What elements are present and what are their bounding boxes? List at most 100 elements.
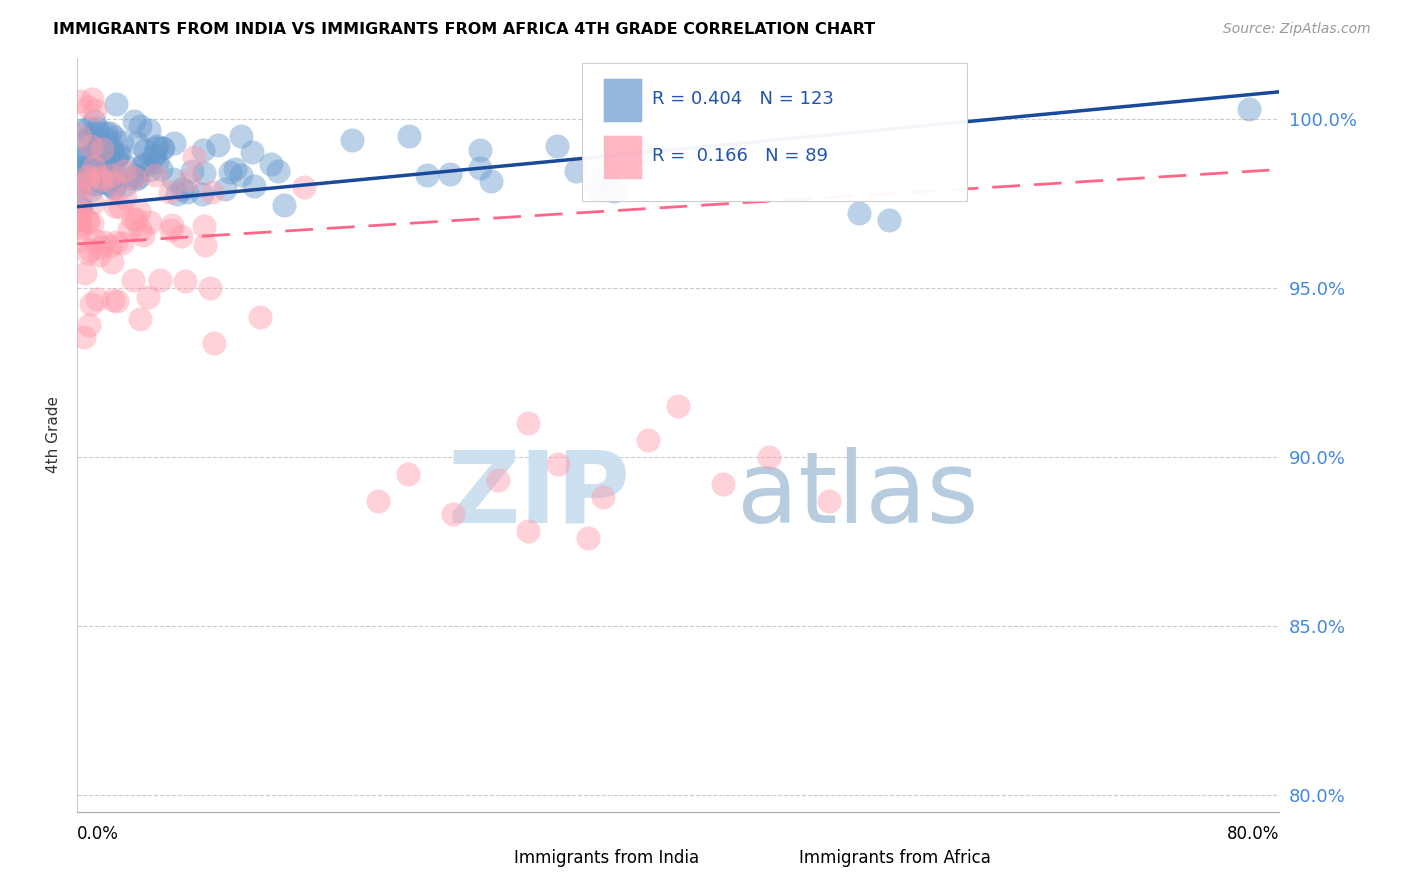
Point [468, 161, 491, 175]
Point [87, 132, 110, 146]
Point [103, 180, 125, 194]
Point [101, 168, 124, 182]
Point [83, 165, 105, 179]
Point [105, 150, 128, 164]
Point [517, 416, 540, 430]
Point [97, 154, 120, 169]
Point [90, 173, 112, 187]
Point [84, 177, 107, 191]
Point [91, 142, 114, 156]
Point [219, 165, 242, 179]
Point [150, 162, 173, 177]
Point [114, 191, 136, 205]
Point [817, 493, 839, 508]
Point [267, 163, 290, 178]
Point [80, 177, 103, 191]
Point [207, 138, 229, 153]
Point [105, 171, 128, 186]
Point [259, 157, 281, 171]
Point [159, 185, 181, 199]
Point [668, 399, 690, 413]
Point [75, 266, 97, 280]
Point [108, 201, 131, 215]
Point [96, 146, 118, 161]
Point [122, 171, 145, 186]
Point [67, 176, 90, 190]
Point [129, 223, 152, 237]
Point [142, 148, 165, 162]
Point [118, 222, 141, 236]
Point [73, 153, 96, 167]
Point [152, 141, 174, 155]
Point [89, 170, 111, 185]
Point [143, 148, 166, 162]
Point [100, 163, 122, 178]
Point [193, 143, 215, 157]
Text: 80.0%: 80.0% [1227, 825, 1279, 843]
Point [69, 161, 91, 175]
Point [138, 157, 160, 171]
Point [89, 156, 111, 170]
Point [79, 158, 101, 172]
Point [143, 168, 166, 182]
Text: Source: ZipAtlas.com: Source: ZipAtlas.com [1223, 22, 1371, 37]
Point [86, 121, 108, 136]
Point [67, 208, 90, 222]
Point [131, 227, 153, 242]
Point [94, 126, 117, 140]
Point [84, 233, 107, 247]
Point [637, 433, 659, 447]
Point [138, 290, 160, 304]
Point [134, 157, 156, 171]
Point [163, 136, 186, 150]
Point [101, 176, 124, 190]
Point [170, 228, 193, 243]
Point [80, 183, 103, 197]
Point [546, 138, 568, 153]
Point [108, 146, 131, 161]
Point [111, 135, 134, 149]
Text: 0.0%: 0.0% [77, 825, 120, 843]
Point [82, 196, 104, 211]
Point [69, 220, 91, 235]
Point [596, 173, 619, 187]
Point [101, 141, 124, 155]
Point [80, 297, 103, 311]
Point [101, 180, 124, 194]
Text: IMMIGRANTS FROM INDIA VS IMMIGRANTS FROM AFRICA 4TH GRADE CORRELATION CHART: IMMIGRANTS FROM INDIA VS IMMIGRANTS FROM… [53, 22, 876, 37]
Point [138, 122, 160, 136]
Text: R =  0.166   N = 89: R = 0.166 N = 89 [652, 147, 828, 165]
Point [486, 474, 509, 488]
Point [72, 178, 94, 192]
Point [603, 184, 626, 198]
Point [100, 160, 122, 174]
Point [69, 200, 91, 214]
Point [129, 120, 152, 134]
Text: R = 0.404   N = 123: R = 0.404 N = 123 [652, 90, 834, 109]
Point [122, 113, 145, 128]
Point [146, 154, 169, 169]
Point [292, 180, 315, 194]
Point [112, 164, 135, 178]
Point [229, 129, 252, 144]
Point [592, 491, 614, 505]
Point [181, 164, 204, 178]
Point [73, 145, 96, 159]
Point [83, 113, 105, 128]
Point [194, 238, 217, 252]
Point [111, 235, 134, 250]
Point [98, 145, 121, 159]
Point [162, 172, 184, 186]
Point [105, 152, 128, 166]
Point [80, 216, 103, 230]
Point [101, 293, 124, 307]
Bar [603, 78, 643, 122]
Point [98, 177, 121, 191]
Point [439, 168, 461, 182]
Point [86, 292, 108, 306]
Point [198, 281, 221, 295]
Point [67, 207, 90, 221]
Point [67, 178, 90, 193]
Point [176, 185, 198, 199]
Bar [463, 842, 508, 875]
